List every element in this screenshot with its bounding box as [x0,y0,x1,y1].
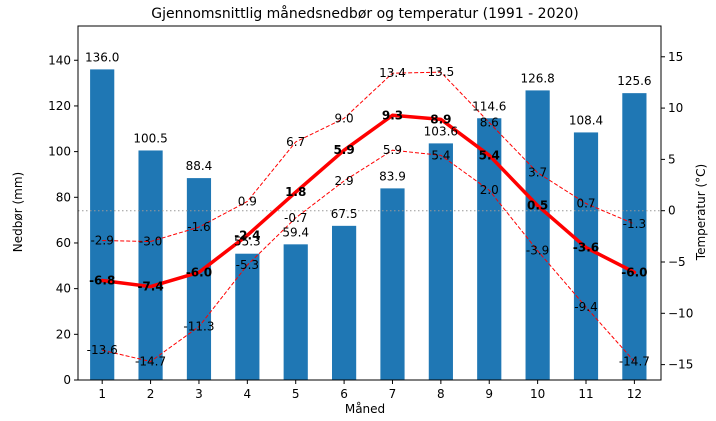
precip-bar-2 [138,150,163,380]
precip-bar-12 [622,93,647,380]
precip-bar-11 [573,132,599,380]
temp-min-label-9: 2.0 [480,183,499,197]
y-right-tick-label: 10 [668,101,683,115]
x-tick-label-2: 2 [147,387,155,401]
precip-label-10: 126.8 [520,71,554,85]
temp-max-label-1: -2.9 [90,233,113,247]
y-axis-label-right: Temperatur (°C) [694,164,708,261]
precip-label-5: 59.4 [282,225,309,239]
precip-label-6: 67.5 [331,207,358,221]
x-axis-label: Måned [345,402,385,416]
x-tick-label-1: 1 [98,387,106,401]
y-right-tick-label: −15 [668,358,693,372]
temp-mean-label-11: -3.6 [573,241,599,255]
precip-bar-4 [235,253,260,380]
x-tick-label-10: 10 [530,387,545,401]
x-tick-label-8: 8 [437,387,445,401]
y-left-tick-label: 100 [48,145,71,159]
temp-min-label-3: -11.3 [183,320,214,334]
precip-bar-1 [90,69,115,380]
precip-label-12: 125.6 [617,74,651,88]
temp-min-label-1: -13.6 [87,343,118,357]
temp-min-label-2: -14.7 [135,355,166,369]
temp-min-label-11: -9.4 [574,300,597,314]
temp-min-label-4: -5.3 [236,258,259,272]
temp-mean-label-12: -6.0 [621,265,647,279]
temp-min-line [102,149,635,363]
y-left-tick-label: 0 [63,373,71,387]
x-tick-label-12: 12 [627,387,642,401]
precip-bar-6 [332,225,357,380]
temp-mean-label-2: -7.4 [137,280,163,294]
x-tick-label-4: 4 [244,387,252,401]
temp-max-label-7: 13.4 [379,66,406,80]
x-tick-label-7: 7 [389,387,397,401]
precip-label-8: 103.6 [424,124,458,138]
temp-max-label-4: 0.9 [238,194,257,208]
precipitation-bars [90,69,647,381]
precip-bar-10 [525,90,550,381]
y-left-tick-label: 20 [56,327,71,341]
y-left-tick-label: 120 [48,99,71,113]
temp-max-label-2: -3.0 [139,234,162,248]
y-right-tick-label: −5 [668,255,686,269]
precip-bar-7 [380,188,405,380]
temp-max-label-6: 9.0 [335,111,354,125]
x-tick-label-5: 5 [292,387,300,401]
y-left-tick-label: 40 [56,282,71,296]
temp-max-label-10: 3.7 [528,166,547,180]
temp-max-label-9: 8.6 [480,115,499,129]
precip-bar-5 [283,244,308,380]
plot-frame [77,25,662,381]
temp-mean-label-7: 9.3 [382,108,403,122]
temp-mean-label-1: -6.8 [89,273,115,287]
temp-min-label-10: -3.9 [526,244,549,258]
precip-label-2: 100.5 [133,131,167,145]
precip-label-7: 83.9 [379,169,406,183]
precip-label-9: 114.6 [472,99,506,113]
y-left-tick-label: 80 [56,190,71,204]
y-left-tick-label: 140 [48,53,71,67]
temp-min-label-12: -14.7 [619,355,650,369]
precip-bar-8 [428,143,453,380]
data-labels: 136.0 100.5 88.4 55.3 59.4 67.5 83.9 103.6 114.6… [85,50,652,368]
y-axis-label-left: Nedbør (mm) [11,172,25,252]
temperature-lines [100,71,637,363]
y-right-tick-label: 5 [668,152,676,166]
temp-mean-label-6: 5.9 [333,143,354,157]
temp-min-label-6: 2.9 [335,174,354,188]
temp-mean-label-10: 0.5 [527,199,548,213]
temp-mean-label-8: 8.9 [430,112,451,126]
temp-min-label-5: -0.7 [284,211,307,225]
temp-mean-label-9: 5.4 [479,148,500,162]
precip-label-4: 55.3 [234,235,261,249]
temp-max-label-3: -1.6 [187,220,210,234]
temp-mean-label-5: 1.8 [285,185,306,199]
y-right-tick-label: −10 [668,306,693,320]
precip-label-3: 88.4 [186,159,213,173]
temp-max-label-12: -1.3 [623,217,646,231]
x-tick-label-6: 6 [340,387,348,401]
temp-mean-line [100,113,637,289]
temp-max-line [102,71,635,243]
chart-title: Gjennomsnittlig månedsnedbør og temperat… [151,5,579,22]
temp-max-label-8: 13.5 [428,65,455,79]
temp-min-label-8: 5.4 [431,148,450,162]
precip-bar-3 [186,178,212,380]
x-tick-label-9: 9 [485,387,493,401]
temp-mean-label-4: -2.4 [234,228,260,242]
precip-label-11: 108.4 [569,113,603,127]
precip-label-1: 136.0 [85,50,119,64]
temp-max-label-11: 0.7 [576,197,595,211]
x-tick-label-3: 3 [195,387,203,401]
temp-max-label-5: 6.7 [286,135,305,149]
temp-mean-label-3: -6.0 [186,265,212,279]
x-tick-label-11: 11 [578,387,593,401]
temp-min-label-7: 5.9 [383,143,402,157]
y-right-tick-label: 15 [668,50,683,64]
y-right-tick-label: 0 [668,204,676,218]
y-left-tick-label: 60 [56,236,71,250]
